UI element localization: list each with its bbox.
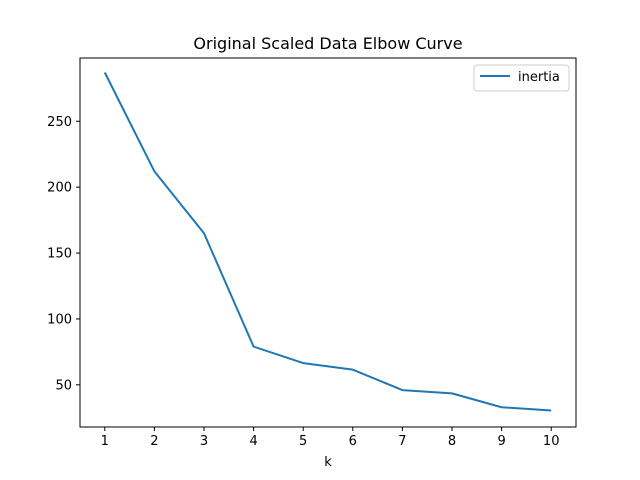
y-tick-label: 150 xyxy=(47,247,72,262)
legend-label-inertia: inertia xyxy=(518,70,560,85)
x-tick-label: 1 xyxy=(101,434,109,449)
chart-title: Original Scaled Data Elbow Curve xyxy=(193,34,462,53)
x-tick-label: 3 xyxy=(200,434,208,449)
x-tick-label: 5 xyxy=(299,434,307,449)
x-tick-label: 6 xyxy=(349,434,357,449)
series-line-inertia xyxy=(103,72,552,412)
x-tick-label: 8 xyxy=(448,434,456,449)
y-tick-label: 50 xyxy=(55,378,72,393)
legend: inertia xyxy=(473,64,570,92)
plot-frame xyxy=(79,57,577,428)
x-axis-label: k xyxy=(324,455,332,470)
x-tick-label: 7 xyxy=(398,434,406,449)
y-tick-label: 250 xyxy=(47,115,72,130)
x-tick-label: 10 xyxy=(543,434,560,449)
x-tick-label: 4 xyxy=(249,434,257,449)
x-tick-label: 2 xyxy=(150,434,158,449)
y-tick-label: 100 xyxy=(47,312,72,327)
x-tick-label: 9 xyxy=(497,434,505,449)
legend-box xyxy=(473,64,570,92)
y-tick-label: 200 xyxy=(47,181,72,196)
